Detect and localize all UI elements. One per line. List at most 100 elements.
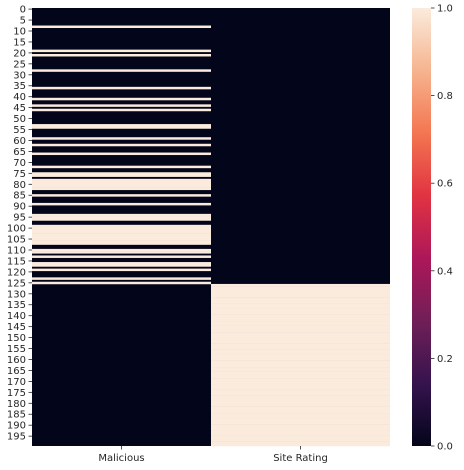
heatmap-cell xyxy=(211,404,390,407)
y-tick-label: 15 xyxy=(13,37,26,48)
heatmap-cell xyxy=(32,264,211,267)
y-tick-label: 110 xyxy=(7,245,26,256)
y-tick-label: 145 xyxy=(7,322,26,333)
y-tick-label: 45 xyxy=(13,103,26,114)
heatmap-cell xyxy=(211,389,390,392)
heatmap-cell xyxy=(211,378,390,381)
heatmap-cell xyxy=(211,380,390,383)
heatmap-cell xyxy=(211,428,390,431)
heatmap-cell xyxy=(211,343,390,346)
heatmap-cell xyxy=(211,397,390,401)
heatmap-cell xyxy=(32,277,211,280)
heatmap-cell xyxy=(32,97,211,101)
heatmap-cell xyxy=(32,124,211,127)
y-tick-label: 195 xyxy=(7,432,26,443)
heatmap-cell xyxy=(32,137,211,140)
heatmap-cell xyxy=(211,419,390,423)
y-tick-label: 160 xyxy=(7,355,26,366)
heatmap-cell xyxy=(32,216,211,219)
heatmap-cell xyxy=(32,242,211,245)
y-tick-label: 85 xyxy=(13,191,26,202)
y-tick-label: 130 xyxy=(7,289,26,300)
heatmap-cell xyxy=(32,231,211,234)
heatmap-cell xyxy=(211,316,390,320)
y-tick-label: 120 xyxy=(7,267,26,278)
heatmap-cell xyxy=(211,373,390,377)
y-tick-label: 190 xyxy=(7,421,26,432)
heatmap-cell xyxy=(211,332,390,335)
y-tick-label: 65 xyxy=(13,147,26,158)
heatmap-cell xyxy=(32,108,211,112)
heatmap-cell xyxy=(32,143,211,147)
heatmap-cell xyxy=(211,393,390,396)
heatmap-cells xyxy=(32,8,390,447)
heatmap-cell xyxy=(211,369,390,372)
heatmap-cell xyxy=(32,126,211,129)
y-tick-label: 165 xyxy=(7,366,26,377)
y-tick-label: 115 xyxy=(7,256,26,267)
heatmap-cell xyxy=(32,174,211,177)
heatmap-cell xyxy=(211,325,390,329)
heatmap-cell xyxy=(211,327,390,331)
heatmap-cell xyxy=(32,49,211,53)
heatmap-cell xyxy=(32,181,211,184)
y-tick-label: 55 xyxy=(13,125,26,136)
heatmap-cell xyxy=(211,382,390,385)
y-tick-label: 140 xyxy=(7,311,26,322)
y-tick-label: 180 xyxy=(7,399,26,410)
heatmap-cell xyxy=(32,104,211,107)
heatmap-cell xyxy=(32,281,211,285)
heatmap-cell xyxy=(32,233,211,237)
heatmap-cell xyxy=(32,25,211,29)
y-tick-label: 35 xyxy=(13,81,26,92)
heatmap-cell xyxy=(211,299,390,302)
y-tick-label: 30 xyxy=(13,70,26,81)
heatmap-cell xyxy=(211,301,390,304)
y-tick-label: 175 xyxy=(7,388,26,399)
colorbar-tick-label: 1.0 xyxy=(437,4,453,15)
heatmap-cell xyxy=(32,255,211,258)
heatmap-cell xyxy=(211,375,390,379)
y-tick-label: 150 xyxy=(7,333,26,344)
heatmap-cell xyxy=(211,297,390,300)
heatmap-cell xyxy=(211,305,390,309)
heatmap-cell xyxy=(32,227,211,230)
heatmap-cell xyxy=(211,367,390,370)
heatmap-cell xyxy=(211,432,390,436)
heatmap-cell xyxy=(211,329,390,333)
heatmap-cell xyxy=(211,303,390,307)
heatmap-cell xyxy=(32,185,211,188)
y-tick-label: 95 xyxy=(13,213,26,224)
x-axis-ticks: Malicious Site Rating xyxy=(98,446,328,464)
heatmap-cell xyxy=(32,194,211,197)
heatmap-cell xyxy=(32,178,211,182)
heatmap-cell xyxy=(32,165,211,169)
heatmap-cell xyxy=(211,358,390,361)
colorbar-tick-label: 0.8 xyxy=(437,91,453,102)
y-tick-label: 80 xyxy=(13,180,26,191)
y-tick-label: 70 xyxy=(13,158,26,169)
heatmap-cell xyxy=(211,426,390,429)
heatmap-cell xyxy=(32,218,211,221)
y-tick-label: 75 xyxy=(13,169,26,180)
y-tick-label: 105 xyxy=(7,235,26,246)
colorbar-tick-label: 0.0 xyxy=(437,442,453,453)
heatmap-cell xyxy=(211,441,390,445)
y-tick-label: 125 xyxy=(7,278,26,289)
heatmap-cell xyxy=(32,69,211,72)
colorbar xyxy=(412,8,431,446)
heatmap-cell xyxy=(211,424,390,427)
heatmap-cell xyxy=(211,443,390,447)
heatmap-cell xyxy=(211,391,390,394)
heatmap-cell xyxy=(211,410,390,414)
heatmap-cell xyxy=(211,362,390,366)
y-tick-label: 10 xyxy=(13,26,26,37)
heatmap-cell xyxy=(211,283,390,287)
y-tick-label: 0 xyxy=(20,5,26,16)
heatmap-cell xyxy=(211,338,390,342)
heatmap-cell xyxy=(211,310,390,313)
heatmap-cell xyxy=(211,371,390,375)
heatmap-cell xyxy=(32,268,211,272)
y-tick-label: 155 xyxy=(7,344,26,355)
